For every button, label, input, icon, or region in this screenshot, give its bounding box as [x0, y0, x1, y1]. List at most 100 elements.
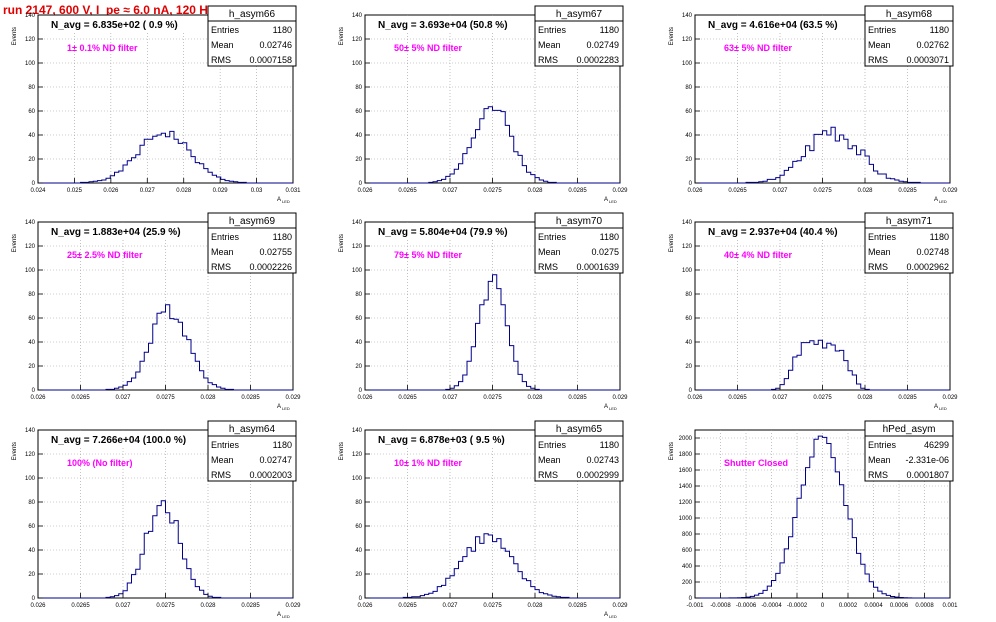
y-tick-label: 40 [355, 133, 362, 139]
y-tick-label: 1000 [679, 516, 693, 522]
x-tick-label: 0.024 [30, 188, 46, 194]
x-axis-label: ALED [277, 612, 290, 619]
y-tick-label: 40 [685, 340, 692, 346]
y-tick-label: 80 [355, 500, 362, 506]
x-tick-label: 0.0265 [728, 395, 747, 401]
stats-value: 0.02755 [259, 247, 292, 257]
filter-label: 1± 0.1% ND filter [67, 43, 138, 53]
stats-key: Mean [868, 247, 891, 257]
y-tick-label: 80 [685, 85, 692, 91]
x-tick-label: 0.0008 [915, 603, 934, 609]
y-tick-label: 20 [28, 364, 35, 370]
y-axis-label: Events [12, 234, 18, 252]
stats-value: 0.0007158 [249, 55, 292, 65]
x-axis-label: ALED [277, 197, 290, 204]
x-tick-label: 0.028 [857, 395, 873, 401]
stats-key: Mean [211, 455, 234, 465]
stats-title: h_asym65 [556, 424, 603, 435]
x-tick-label: 0.0285 [241, 395, 260, 401]
x-tick-label: 0.0285 [568, 188, 587, 194]
x-tick-label: 0.028 [527, 188, 543, 194]
stats-key: Mean [868, 40, 891, 50]
x-tick-label: 0.0275 [156, 395, 175, 401]
stats-value: 0.02748 [916, 247, 949, 257]
avg-label: N_avg = 5.804e+04 (79.9 %) [378, 227, 508, 238]
y-tick-label: 100 [25, 61, 36, 67]
histogram-bars [695, 126, 950, 184]
stats-value: -2.331e-06 [905, 455, 949, 465]
stats-key: RMS [211, 262, 231, 272]
stats-title: h_asym64 [229, 424, 276, 435]
y-tick-label: 120 [352, 452, 363, 458]
stats-key: Mean [211, 247, 234, 257]
y-tick-label: 80 [355, 292, 362, 298]
y-tick-label: 0 [32, 181, 36, 187]
x-tick-label: 0.0275 [813, 188, 832, 194]
x-tick-label: 0.025 [67, 188, 83, 194]
y-tick-label: 40 [28, 133, 35, 139]
y-tick-label: 20 [355, 572, 362, 578]
x-tick-label: 0.028 [200, 395, 216, 401]
stats-key: RMS [868, 55, 888, 65]
x-tick-label: 0.026 [30, 395, 46, 401]
y-tick-label: 1600 [679, 468, 693, 474]
stats-box [534, 212, 624, 274]
stats-key: RMS [868, 470, 888, 480]
stats-value: 0.0002283 [576, 55, 619, 65]
x-tick-label: 0.027 [115, 603, 131, 609]
x-tick-label: 0.028 [176, 188, 192, 194]
y-tick-label: 80 [28, 85, 35, 91]
y-tick-label: 60 [355, 316, 362, 322]
x-axis-label: ALED [277, 404, 290, 411]
stats-value: 0.0002962 [906, 262, 949, 272]
stats-value: 0.0003071 [906, 55, 949, 65]
y-axis-label: Events [669, 442, 675, 460]
avg-label: N_avg = 2.937e+04 (40.4 %) [708, 227, 838, 238]
panel-hPed_asym: -0.001 -0.0008 -0.0006 -0.0004 -0.0002 0 0.000… [669, 420, 958, 609]
x-tick-label: 0.0265 [398, 603, 417, 609]
avg-label-bg [366, 431, 546, 447]
x-tick-label: 0.0275 [483, 188, 502, 194]
y-tick-label: 140 [682, 220, 693, 226]
y-tick-label: 140 [682, 13, 693, 19]
panel-h_asym70: 0.026 0.0265 0.027 0.0275 0.028 0.0285 0.029 0 2… [339, 212, 628, 411]
x-tick-label: 0.026 [357, 395, 373, 401]
y-tick-label: 100 [682, 268, 693, 274]
x-axis-label: ALED [934, 197, 947, 204]
y-tick-label: 0 [32, 388, 36, 394]
x-tick-label: 0.0285 [568, 395, 587, 401]
y-tick-label: 20 [355, 157, 362, 163]
y-tick-label: 100 [25, 476, 36, 482]
y-tick-label: 80 [28, 500, 35, 506]
x-tick-label: 0.0275 [483, 603, 502, 609]
histogram-bars [695, 339, 950, 391]
y-tick-label: 20 [355, 364, 362, 370]
stats-title: h_asym67 [556, 9, 603, 20]
stats-value: 0.02746 [259, 40, 292, 50]
x-tick-label: 0.031 [285, 188, 301, 194]
histogram-bars [38, 304, 293, 391]
avg-label-bg [696, 16, 876, 32]
y-tick-label: 100 [352, 61, 363, 67]
avg-label-bg [39, 223, 219, 239]
x-tick-label: 0.0265 [71, 395, 90, 401]
avg-label-bg [366, 16, 546, 32]
stats-key: Mean [538, 455, 561, 465]
x-tick-label: 0.026 [357, 188, 373, 194]
y-tick-label: 80 [355, 85, 362, 91]
y-tick-label: 60 [28, 109, 35, 115]
y-tick-label: 0 [689, 596, 693, 602]
y-axis-label: Events [339, 442, 345, 460]
stats-box [534, 420, 624, 482]
x-tick-label: -0.0008 [710, 603, 731, 609]
y-axis-label: Events [669, 234, 675, 252]
y-tick-label: 40 [685, 133, 692, 139]
x-tick-label: 0.0275 [483, 395, 502, 401]
y-tick-label: 600 [682, 548, 693, 554]
stats-box [207, 420, 297, 482]
y-tick-label: 20 [28, 572, 35, 578]
y-tick-label: 0 [689, 181, 693, 187]
x-tick-label: 0.028 [857, 188, 873, 194]
